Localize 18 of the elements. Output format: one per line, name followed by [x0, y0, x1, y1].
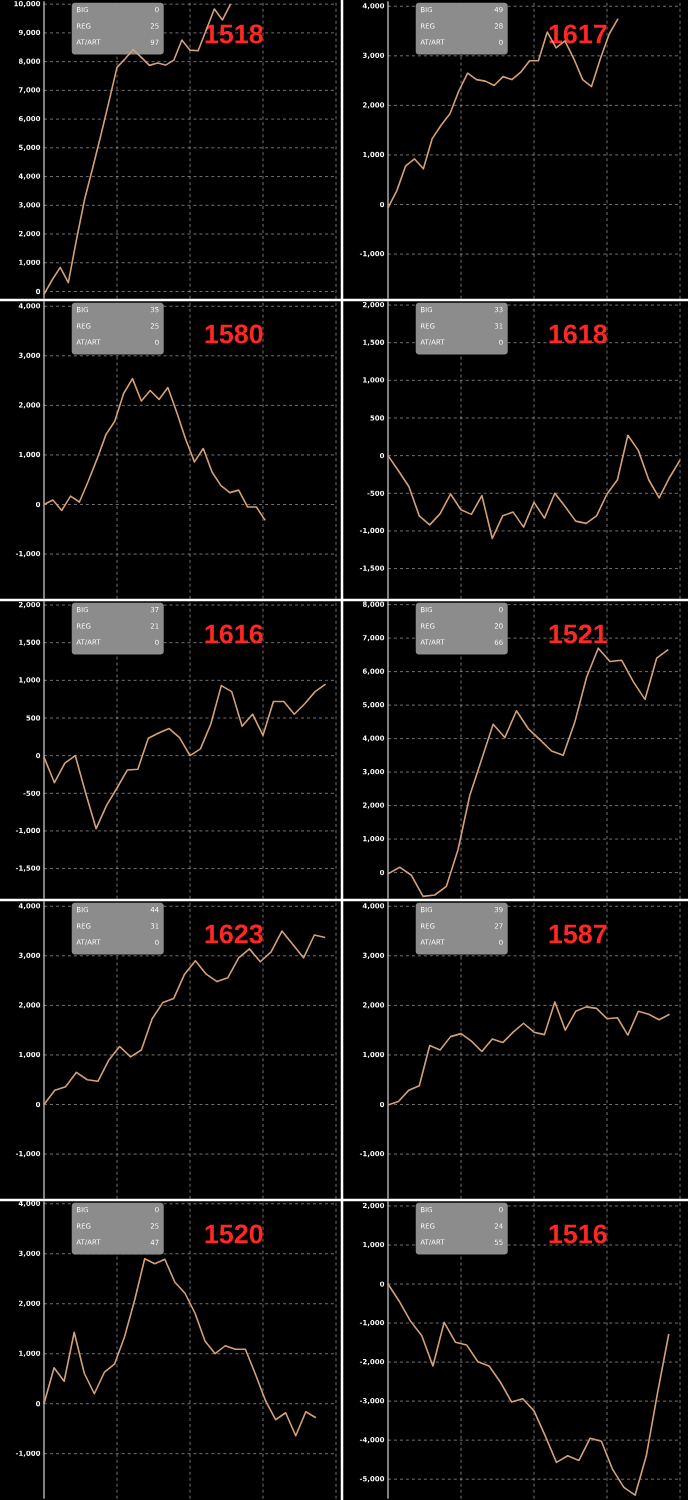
- text: 1516: [549, 1224, 607, 1244]
- text: 1520: [205, 1224, 263, 1244]
- line-series: [387, 17, 619, 209]
- text: 1587: [549, 924, 607, 944]
- line-series: [387, 647, 670, 898]
- line-series: [43, 1257, 317, 1437]
- line-series: [387, 1001, 671, 1106]
- line-series: [387, 1283, 670, 1496]
- line-series: [387, 434, 681, 540]
- line-series: [43, 683, 327, 830]
- text: 1616: [205, 624, 263, 644]
- text: 1518: [205, 24, 263, 44]
- text: 1580: [205, 324, 263, 344]
- text: 1618: [549, 324, 607, 344]
- text: 1521: [549, 624, 607, 644]
- text: 1623: [205, 924, 263, 944]
- line-series: [43, 377, 267, 522]
- text: 1617: [549, 24, 607, 44]
